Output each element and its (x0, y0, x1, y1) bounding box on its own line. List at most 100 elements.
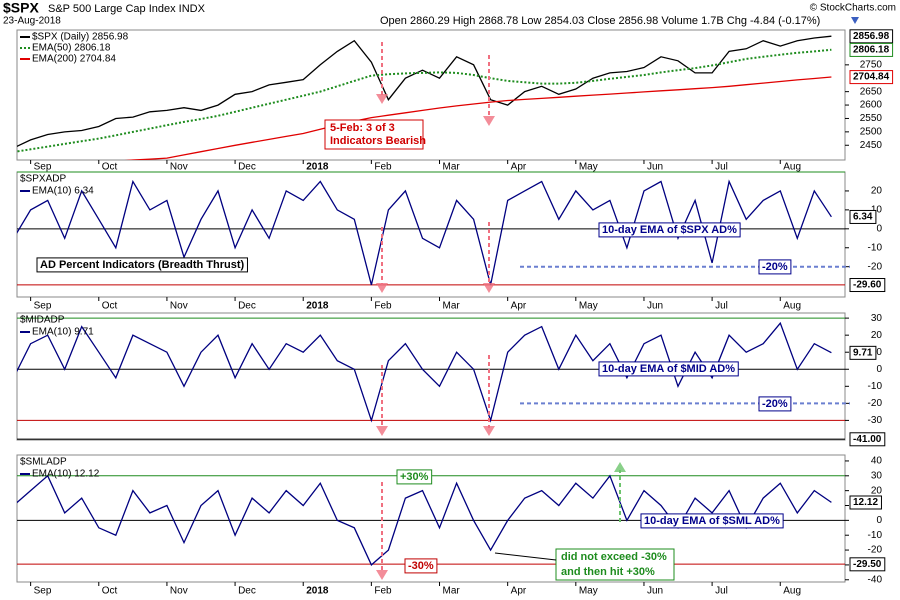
x-tick-label: Nov (170, 162, 188, 173)
quote: Open 2860.29 High 2868.78 Low 2854.03 Cl… (380, 15, 820, 27)
annotation: did not exceed -30% (561, 551, 667, 563)
label-box (849, 29, 894, 44)
label-box (404, 558, 438, 574)
annotation-arrowhead (376, 570, 388, 580)
y-tick-label: 2750 (860, 59, 883, 70)
annotation: -30% (408, 560, 434, 572)
annotation: Indicators Bearish (330, 135, 426, 147)
legend-label: EMA(200) 2704.84 (32, 54, 116, 65)
reference-label: -29.60 (853, 280, 882, 291)
annotation: +30% (400, 471, 429, 483)
y-tick-label: 0 (876, 364, 882, 375)
series-group (17, 35, 832, 160)
x-tick-label: Apr (511, 586, 527, 597)
last-value-label: 2806.18 (853, 44, 890, 55)
annotation-box (555, 548, 675, 581)
symbol-name: S&P 500 Large Cap Index INDX (48, 3, 206, 15)
legend-label: EMA(10) 6.34 (32, 186, 94, 197)
y-tick-label: -30 (868, 415, 883, 426)
x-tick-label: Mar (443, 301, 461, 312)
annotation-arrowhead (483, 116, 495, 126)
x-tick-label: Jul (715, 301, 728, 312)
x-tick-label: Jul (715, 162, 728, 173)
x-tick-label: Sep (34, 586, 52, 597)
x-tick-label: Dec (238, 301, 256, 312)
y-tick-label: -10 (868, 242, 883, 253)
annotation: AD Percent Indicators (Breadth Thrust) (40, 259, 244, 271)
x-tick-label: Feb (374, 301, 392, 312)
down-arrow (851, 17, 859, 24)
y-tick-label: 20 (871, 485, 883, 496)
label-box (36, 257, 248, 273)
x-tick-label: Apr (511, 162, 527, 173)
x-tick-label: 2018 (306, 301, 329, 312)
x-tick-label: Dec (238, 586, 256, 597)
series-group (17, 321, 832, 423)
y-tick-label: -10 (868, 530, 883, 541)
x-tick-label: 2018 (306, 586, 329, 597)
series-line (17, 179, 832, 286)
x-tick-label: 2018 (306, 162, 329, 173)
last-value-label: 6.34 (853, 211, 873, 222)
reference-label: -29.50 (853, 559, 882, 570)
annotation: 10-day EMA of $MID AD% (602, 363, 735, 375)
y-tick-label: 2600 (860, 100, 883, 111)
y-tick-label: 20 (871, 186, 883, 197)
y-tick-label: 30 (871, 313, 883, 324)
y-tick-label: 2450 (860, 140, 883, 151)
x-tick-label: May (579, 586, 598, 597)
annotation: 10-day EMA of $SPX AD% (602, 224, 737, 236)
annotation: 10-day EMA of $SML AD% (644, 515, 780, 527)
last-value-label: 9.71 (853, 347, 873, 358)
annotation-arrowhead (376, 426, 388, 436)
series-group (17, 474, 832, 566)
x-tick-label: Nov (170, 301, 188, 312)
watermark: © StockCharts.com (810, 3, 896, 14)
x-tick-label: Jun (647, 301, 663, 312)
x-tick-label: Aug (783, 301, 801, 312)
x-tick-label: Jun (647, 586, 663, 597)
label-box (849, 345, 877, 360)
panel-title: $SMLADP (20, 457, 67, 468)
annotation: 5-Feb: 3 of 3 (330, 122, 395, 134)
label-box (849, 209, 877, 224)
x-tick-label: Jul (715, 586, 728, 597)
y-tick-label: 10 (871, 347, 883, 358)
x-tick-label: Dec (238, 162, 256, 173)
x-tick-label: Aug (783, 586, 801, 597)
x-tick-label: Oct (102, 301, 118, 312)
legend-label: $SPX (Daily) 2856.98 (32, 32, 129, 43)
y-tick-label: 0 (876, 223, 882, 234)
label-box (758, 259, 792, 275)
series-line (17, 321, 832, 423)
panel-title: $SPXADP (20, 174, 66, 185)
label-box (396, 469, 433, 485)
y-tick-label: 40 (871, 456, 883, 467)
symbol: $SPX (3, 0, 39, 16)
series-line (17, 474, 832, 566)
y-tick-label: 2500 (860, 126, 883, 137)
annotation-arrowhead (376, 283, 388, 293)
x-tick-label: Aug (783, 162, 801, 173)
x-tick-label: Oct (102, 162, 118, 173)
x-tick-label: Oct (102, 586, 118, 597)
x-tick-label: Sep (34, 301, 52, 312)
y-tick-label: 0 (876, 515, 882, 526)
y-tick-label: 10 (871, 205, 883, 216)
x-tick-label: May (579, 301, 598, 312)
annotation: and then hit +30% (561, 566, 655, 578)
reference-label: -41.00 (853, 434, 882, 445)
callout (494, 552, 557, 561)
series-line (17, 35, 832, 148)
label-box (640, 513, 784, 529)
series-line (124, 76, 832, 160)
last-value-label: 12.12 (853, 497, 878, 508)
label-box (849, 42, 894, 57)
y-tick-label: 2550 (860, 113, 883, 124)
x-tick-label: Apr (511, 301, 527, 312)
label-box (849, 495, 882, 510)
y-tick-label: -20 (868, 261, 883, 272)
annotation-arrowhead (614, 462, 626, 472)
last-value-label: 2704.84 (853, 72, 890, 83)
